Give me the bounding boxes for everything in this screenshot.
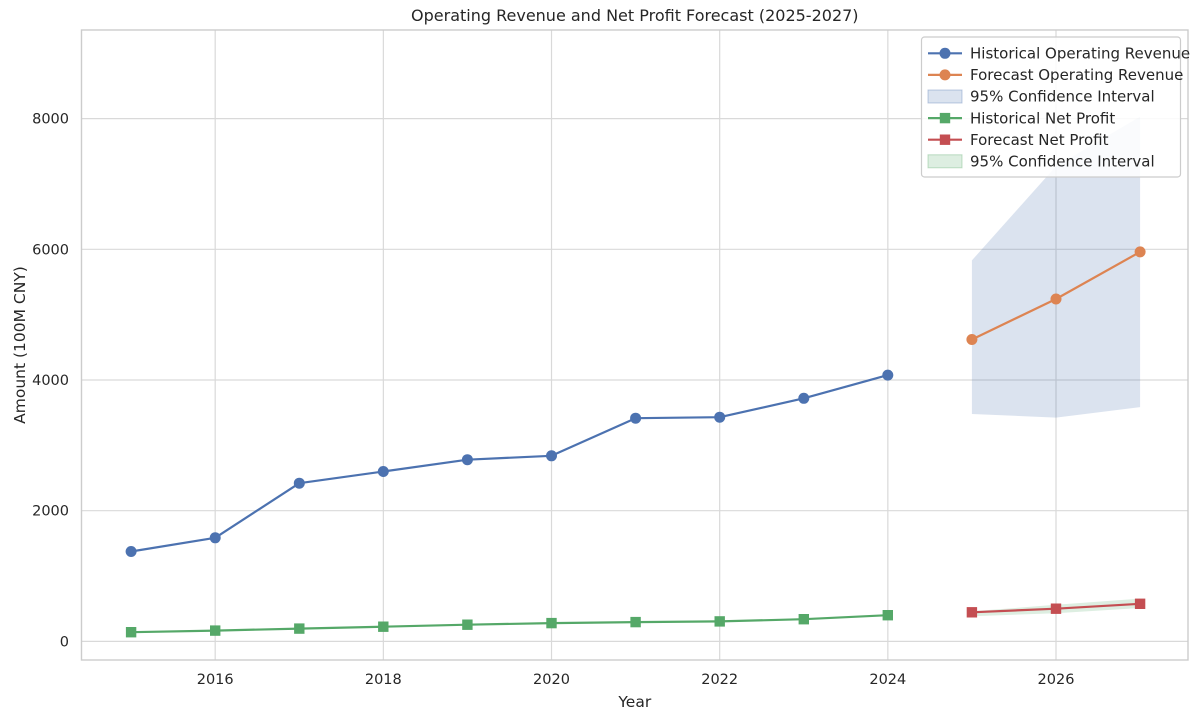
legend-marker-square [939, 112, 951, 124]
legend-item-label: Historical Operating Revenue [970, 45, 1190, 63]
historical-net-profit-marker [630, 616, 641, 628]
historical-net-profit-marker [125, 627, 137, 638]
x-tick-label: 2018 [365, 672, 402, 688]
forecast-operating-revenue-marker [966, 334, 978, 345]
historical-operating-revenue-line [130, 374, 889, 553]
historical-net-profit-line [130, 614, 889, 634]
forecast-net-profit-marker [966, 607, 978, 618]
historical-operating-revenue-marker [798, 392, 810, 404]
legend-item: 95% Confidence Interval [927, 153, 1155, 171]
forecast-operating-revenue-marker [1134, 246, 1146, 258]
historical-operating-revenue-marker [293, 477, 305, 489]
legend-item-label: 95% Confidence Interval [970, 88, 1155, 106]
chart-title: Operating Revenue and Net Profit Forecas… [411, 6, 859, 25]
x-tick-label: 2016 [197, 672, 234, 688]
legend-box [920, 36, 1182, 178]
legend-item-label: Forecast Net Profit [970, 131, 1109, 149]
legend-swatch-patch [927, 89, 963, 104]
historical-operating-revenue-marker [125, 546, 137, 557]
historical-net-profit-marker [462, 619, 473, 630]
forecast-operating-revenue-marker [1050, 293, 1062, 305]
historical-operating-revenue-marker [882, 369, 894, 381]
x-tick-label: 2022 [701, 672, 738, 688]
legend-item-label: 95% Confidence Interval [970, 153, 1155, 171]
historical-net-profit-marker [210, 625, 221, 636]
forecast-operating-revenue-series [966, 246, 1146, 345]
historical-net-profit-marker [882, 610, 893, 621]
legend-item: Historical Operating Revenue [928, 45, 1190, 63]
y-tick-label: 0 [60, 634, 69, 650]
legend-marker-square [939, 134, 951, 145]
legend-item: 95% Confidence Interval [927, 88, 1155, 106]
forecast-net-profit-marker [1050, 603, 1062, 614]
plot-spines [80, 29, 1189, 661]
forecast-net-profit-series [966, 598, 1146, 618]
revenue-confidence-band [971, 116, 1141, 418]
historical-operating-revenue-marker [377, 466, 389, 477]
historical-net-profit-marker [714, 616, 725, 627]
y-axis-label: Amount (100M CNY) [11, 266, 29, 424]
historical-operating-revenue-marker [714, 411, 726, 423]
historical-net-profit-marker [378, 621, 389, 632]
legend-item: Forecast Operating Revenue [928, 66, 1183, 84]
x-tick-label: 2020 [533, 672, 570, 688]
legend-item-label: Historical Net Profit [970, 109, 1115, 127]
historical-operating-revenue-marker [630, 412, 642, 424]
historical-operating-revenue-marker [461, 454, 473, 466]
tick-labels: 2016 2018 2020 2022 2024 2026 0 2000 4000 6000 800… [32, 112, 1074, 688]
y-tick-label: 4000 [32, 373, 69, 389]
x-tick-label: 2024 [869, 672, 906, 688]
historical-operating-revenue-series [125, 369, 894, 557]
historical-net-profit-series [125, 610, 893, 638]
y-tick-label: 6000 [32, 242, 69, 258]
historical-net-profit-marker [294, 623, 305, 634]
legend-swatch-patch [927, 154, 963, 169]
historical-operating-revenue-marker [546, 450, 557, 462]
x-tick-label: 2026 [1038, 672, 1075, 688]
legend-item-label: Forecast Operating Revenue [970, 66, 1183, 84]
legend-marker-circle [939, 47, 951, 59]
y-tick-label: 8000 [32, 112, 69, 128]
legend-item: Forecast Net Profit [928, 131, 1109, 149]
legend-marker-circle [939, 69, 951, 81]
legend-item: Historical Net Profit [928, 109, 1115, 127]
forecast-net-profit-marker [1134, 598, 1146, 609]
y-tick-label: 2000 [32, 504, 69, 520]
historical-net-profit-marker [798, 614, 809, 625]
legend: Historical Operating Revenue Forecast Ope… [920, 36, 1190, 178]
x-axis-label: Year [617, 693, 651, 711]
historical-operating-revenue-marker [209, 532, 221, 544]
historical-net-profit-marker [546, 617, 557, 629]
